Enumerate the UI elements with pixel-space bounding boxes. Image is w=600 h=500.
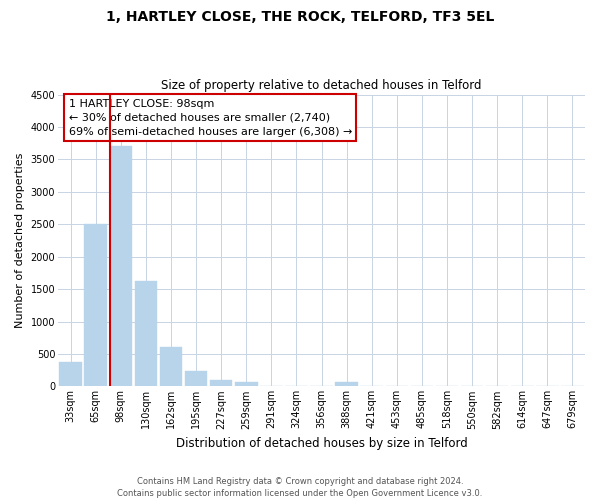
Y-axis label: Number of detached properties: Number of detached properties [15, 153, 25, 328]
Bar [59, 362, 82, 386]
Bar [134, 282, 157, 387]
Bar [110, 146, 132, 386]
Bar [160, 348, 182, 387]
Bar [335, 382, 358, 386]
Bar [85, 224, 107, 386]
Bar [210, 380, 232, 386]
Bar [185, 370, 208, 386]
Text: Contains HM Land Registry data © Crown copyright and database right 2024.
Contai: Contains HM Land Registry data © Crown c… [118, 476, 482, 498]
Text: 1 HARTLEY CLOSE: 98sqm
← 30% of detached houses are smaller (2,740)
69% of semi-: 1 HARTLEY CLOSE: 98sqm ← 30% of detached… [68, 99, 352, 137]
Text: 1, HARTLEY CLOSE, THE ROCK, TELFORD, TF3 5EL: 1, HARTLEY CLOSE, THE ROCK, TELFORD, TF3… [106, 10, 494, 24]
Bar [235, 382, 257, 386]
Title: Size of property relative to detached houses in Telford: Size of property relative to detached ho… [161, 79, 482, 92]
X-axis label: Distribution of detached houses by size in Telford: Distribution of detached houses by size … [176, 437, 467, 450]
